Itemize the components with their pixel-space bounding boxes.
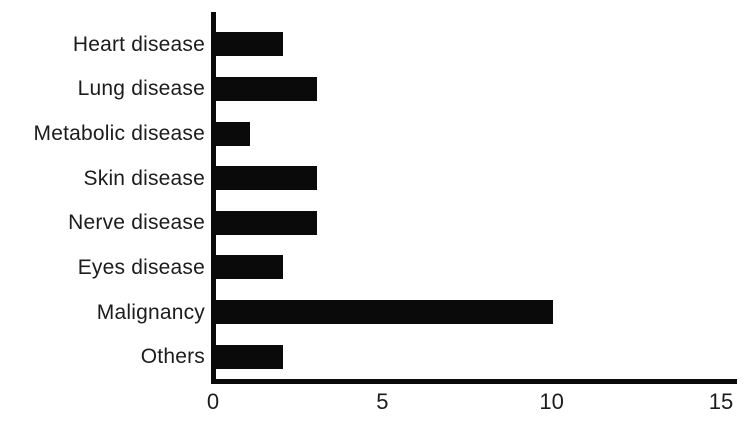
category-label: Malignancy <box>96 300 205 324</box>
y-axis-line <box>211 12 216 384</box>
bar-track <box>216 166 722 191</box>
bar-others <box>216 344 284 369</box>
chart-row: Heart disease <box>0 22 722 67</box>
category-label: Nerve disease <box>68 211 205 235</box>
chart-row: Metabolic disease <box>0 111 722 156</box>
bar-metabolic-disease <box>216 121 250 146</box>
category-label: Eyes disease <box>77 255 205 279</box>
category-label: Others <box>140 345 205 369</box>
category-label: Skin disease <box>83 166 205 190</box>
category-label: Lung disease <box>77 77 205 101</box>
bar-track <box>216 210 722 235</box>
chart-row: Lung disease <box>0 67 722 112</box>
bar-track <box>216 76 722 101</box>
chart-row: Skin disease <box>0 156 722 201</box>
bar-skin-disease <box>216 166 318 191</box>
bar-heart-disease <box>216 32 284 57</box>
bar-malignancy <box>216 300 554 325</box>
chart-row: Malignancy <box>0 290 722 335</box>
x-axis-ticks: 0 5 10 15 <box>207 389 733 420</box>
x-tick-label: 10 <box>539 389 564 414</box>
chart-rows: Heart disease Lung disease Metabolic disea… <box>0 22 722 379</box>
bar-track <box>216 255 722 280</box>
x-tick-label: 0 <box>206 389 220 414</box>
x-tick-label: 15 <box>708 389 734 414</box>
bar-track <box>216 121 722 146</box>
chart-row: Others <box>0 334 722 379</box>
chart-row: Eyes disease <box>0 245 722 290</box>
category-label: Metabolic disease <box>33 122 205 146</box>
bar-track <box>216 344 722 369</box>
bar-eyes-disease <box>216 255 284 280</box>
bar-track <box>216 32 722 57</box>
bar-track <box>216 300 722 325</box>
bar-nerve-disease <box>216 210 318 235</box>
chart-row: Nerve disease <box>0 201 722 246</box>
x-axis-line <box>211 379 737 384</box>
x-tick-label: 5 <box>376 389 389 414</box>
bar-lung-disease <box>216 76 318 101</box>
category-label: Heart disease <box>72 32 205 56</box>
